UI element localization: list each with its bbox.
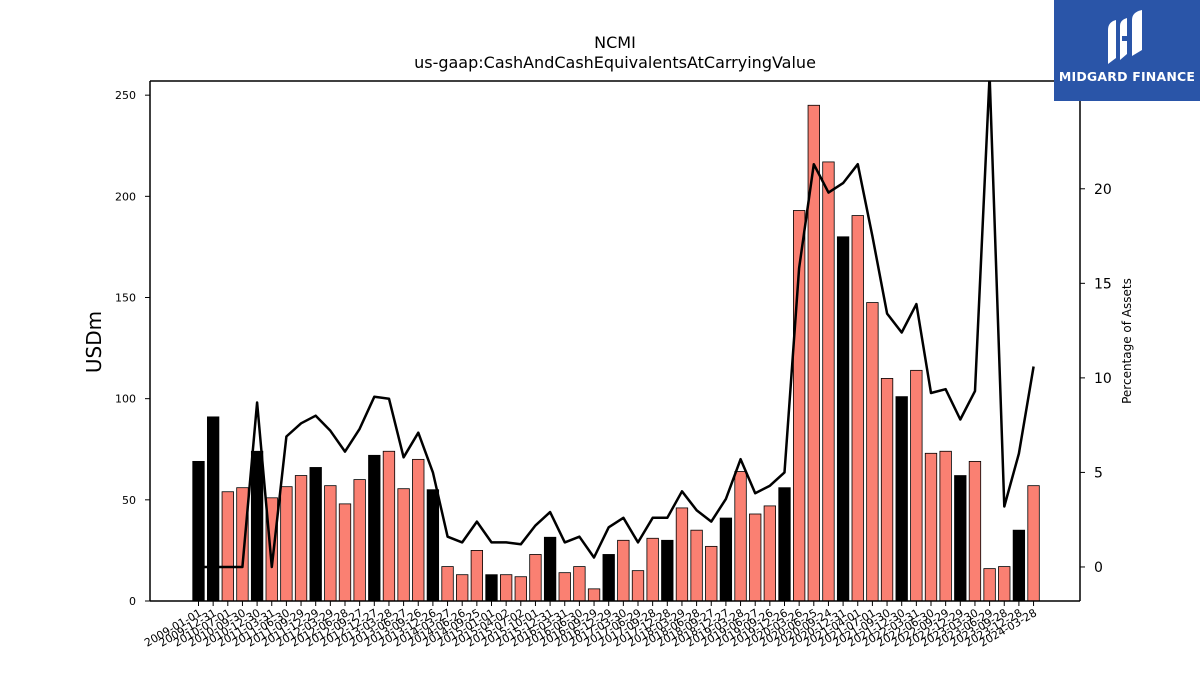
bar — [397, 488, 410, 602]
bar — [499, 574, 513, 602]
bar — [192, 460, 205, 602]
y2-tick-label: 15 — [1094, 276, 1112, 292]
bar — [617, 539, 630, 602]
bar — [587, 588, 601, 602]
bar — [734, 471, 747, 602]
y2-axis-label: Percentage of Assets — [1120, 278, 1134, 404]
y-tick-label: 150 — [115, 291, 136, 304]
bar — [573, 566, 586, 602]
bars-group — [192, 104, 1040, 602]
bar — [924, 452, 938, 602]
bar — [485, 574, 498, 602]
bar — [543, 536, 557, 602]
bar — [895, 396, 908, 602]
chart-title: NCMI — [594, 33, 636, 52]
line-group — [198, 81, 1035, 569]
bar — [324, 485, 337, 602]
y-tick-label: 250 — [115, 89, 136, 102]
bar — [250, 450, 264, 602]
bar — [1012, 529, 1026, 602]
bar — [763, 505, 776, 602]
bar — [368, 454, 381, 602]
bar — [719, 517, 733, 602]
y-tick-label: 200 — [115, 190, 136, 203]
bar — [558, 572, 571, 602]
bar — [221, 491, 234, 602]
bar — [294, 475, 308, 602]
bar — [631, 570, 645, 602]
bar — [749, 513, 762, 602]
y2-tick-label: 0 — [1094, 560, 1103, 576]
bar — [983, 568, 996, 602]
bar — [353, 479, 366, 602]
bar — [382, 450, 396, 602]
bar — [236, 487, 249, 602]
bar — [851, 215, 864, 602]
bar — [822, 161, 835, 602]
series-line — [198, 81, 1035, 569]
bar — [338, 503, 352, 602]
bar — [514, 576, 527, 602]
bar — [441, 566, 454, 602]
chart-subtitle: us-gaap:CashAndCashEquivalentsAtCarrying… — [414, 53, 816, 72]
brand-logo: MIDGARD FINANCE — [1054, 0, 1200, 101]
y-axis-label: USDm — [82, 311, 106, 373]
bar — [206, 416, 220, 602]
bar — [998, 566, 1011, 602]
bar — [705, 545, 718, 602]
bar — [529, 554, 542, 602]
logo-text: MIDGARD FINANCE — [1058, 69, 1196, 84]
bar — [690, 529, 703, 602]
bar — [1027, 485, 1040, 602]
bar — [836, 236, 850, 602]
y-ticks-group: 0 50 100 150 200 250 — [115, 89, 150, 608]
y-tick-label: 100 — [115, 393, 136, 406]
y2-tick-label: 10 — [1094, 371, 1112, 387]
bar — [470, 550, 484, 602]
bar — [646, 537, 659, 602]
bar — [880, 378, 894, 602]
y2-tick-label: 5 — [1094, 465, 1103, 481]
bar — [280, 486, 293, 602]
bar — [954, 475, 967, 602]
bar — [456, 574, 469, 602]
y2-tick-label: 20 — [1094, 182, 1112, 198]
y-tick-label: 0 — [129, 595, 136, 608]
bar — [910, 369, 923, 602]
axes-group — [149, 80, 1081, 602]
bar — [807, 104, 820, 602]
bar — [866, 302, 879, 602]
bar — [778, 487, 791, 602]
bar — [939, 450, 952, 602]
bar — [661, 539, 674, 602]
bar — [412, 458, 425, 602]
bar — [675, 507, 689, 602]
x-ticks-group: 2009-01-012009-12-312010-07-012010-09-30… — [142, 601, 1039, 650]
bar — [968, 460, 982, 602]
bar — [602, 554, 615, 602]
y2-ticks-group: 0 5 10 15 20 — [1080, 182, 1112, 576]
bar — [309, 467, 322, 602]
bar — [426, 489, 440, 602]
y-tick-label: 50 — [122, 494, 136, 507]
midgard-logo-icon — [1108, 10, 1142, 64]
